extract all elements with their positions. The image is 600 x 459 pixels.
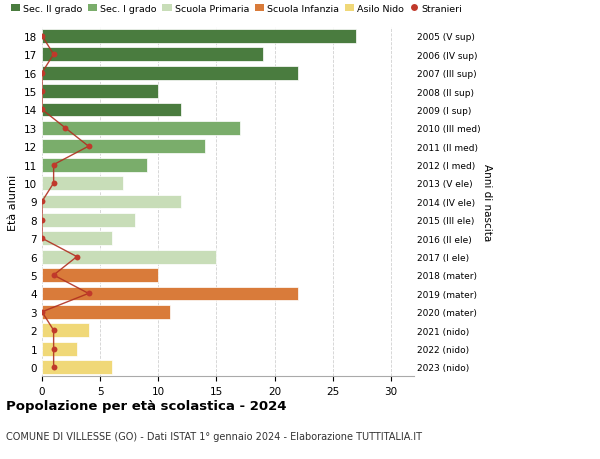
Point [84, 290, 94, 297]
Bar [42, 360, 112, 374]
Point [37, 88, 47, 95]
Text: COMUNE DI VILLESSE (GO) - Dati ISTAT 1° gennaio 2024 - Elaborazione TUTTITALIA.I: COMUNE DI VILLESSE (GO) - Dati ISTAT 1° … [6, 431, 422, 442]
Point [37, 198, 47, 206]
Bar [42, 30, 356, 44]
Bar [42, 324, 89, 337]
Bar [42, 213, 135, 227]
Y-axis label: Età alunni: Età alunni [8, 174, 19, 230]
Bar [42, 85, 158, 99]
Point [37, 308, 47, 316]
Point [49, 162, 58, 169]
Y-axis label: Anni di nascita: Anni di nascita [482, 163, 491, 241]
Point [49, 180, 58, 187]
Bar [42, 232, 112, 246]
Point [49, 345, 58, 353]
Bar [42, 48, 263, 62]
Point [49, 51, 58, 59]
Point [72, 253, 82, 261]
Point [49, 327, 58, 334]
Point [49, 364, 58, 371]
Bar [42, 287, 298, 301]
Point [37, 217, 47, 224]
Text: Popolazione per età scolastica - 2024: Popolazione per età scolastica - 2024 [6, 399, 287, 412]
Legend: Sec. II grado, Sec. I grado, Scuola Primaria, Scuola Infanzia, Asilo Nido, Stran: Sec. II grado, Sec. I grado, Scuola Prim… [11, 5, 463, 14]
Point [61, 125, 70, 132]
Point [37, 106, 47, 114]
Bar [42, 122, 239, 135]
Bar [42, 103, 182, 117]
Bar [42, 67, 298, 80]
Bar [42, 250, 217, 264]
Point [84, 143, 94, 151]
Bar [42, 140, 205, 154]
Point [49, 272, 58, 279]
Point [37, 70, 47, 77]
Point [37, 33, 47, 40]
Bar [42, 342, 77, 356]
Point [37, 235, 47, 242]
Bar [42, 177, 124, 190]
Bar [42, 269, 158, 282]
Bar [42, 305, 170, 319]
Bar [42, 158, 146, 172]
Bar [42, 195, 182, 209]
